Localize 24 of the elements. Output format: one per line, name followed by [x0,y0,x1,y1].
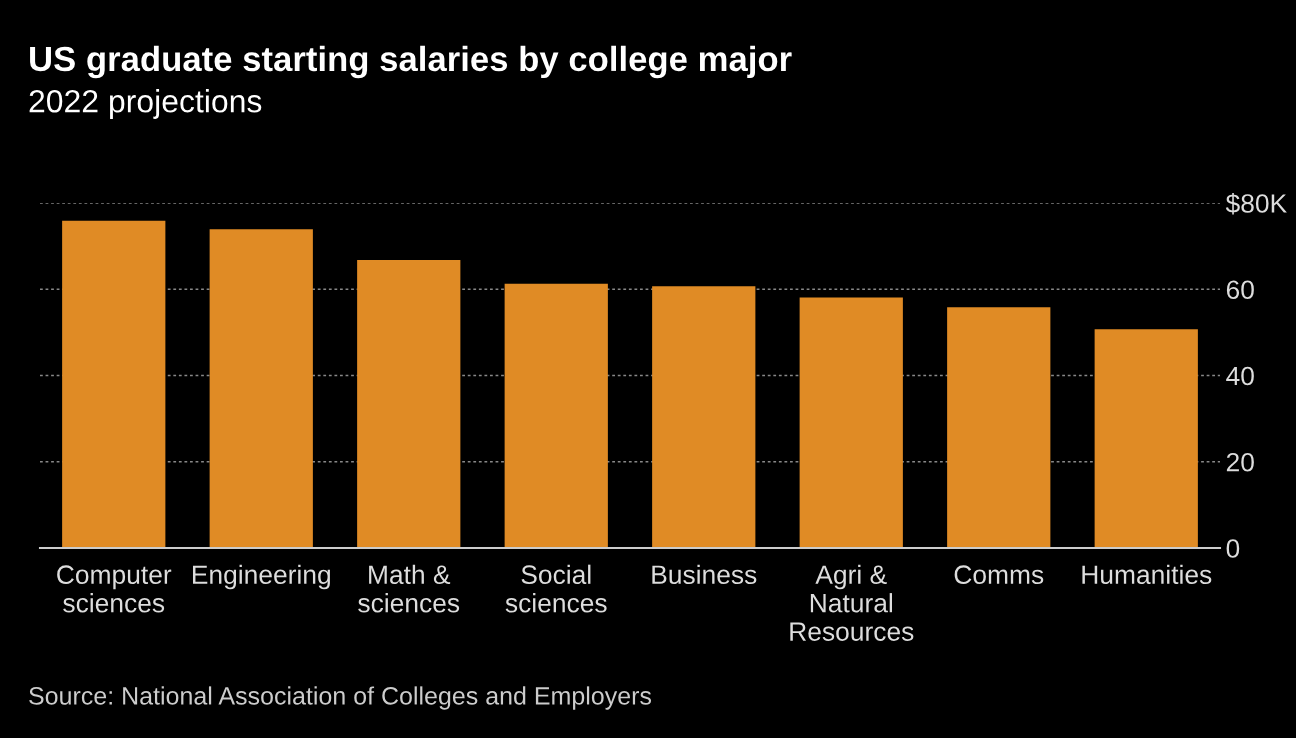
x-tick-label: Social sciences [505,564,607,613]
y-tick-label: 0 [1226,539,1240,558]
x-tick-label: Business [652,564,757,585]
bar [504,283,608,548]
x-tick-label: Agri & Natural Resources [790,564,914,641]
bar [947,307,1051,548]
chart-subtitle: 2022 projections [29,89,262,119]
source-note: Source: National Association of Colleges and Employers [29,686,652,710]
bar [652,286,756,548]
x-tick-label: Humanities [1082,564,1212,585]
y-tick-label: 60 [1226,280,1254,300]
bar [357,259,461,548]
bar [62,220,166,548]
y-tick-label: 40 [1226,366,1254,386]
x-tick-label: Comms [954,565,1044,585]
bar [799,297,903,548]
bar [1094,329,1198,548]
chart-title: US graduate starting salaries by college major [30,45,792,79]
x-tick-label: Math & sciences [358,564,460,613]
y-tick-label: 20 [1226,452,1254,472]
y-tick-label: $80K [1225,193,1287,215]
bar [209,229,313,548]
x-tick-label: Computer sciences [57,565,172,613]
x-tick-label: Engineering [193,564,330,590]
